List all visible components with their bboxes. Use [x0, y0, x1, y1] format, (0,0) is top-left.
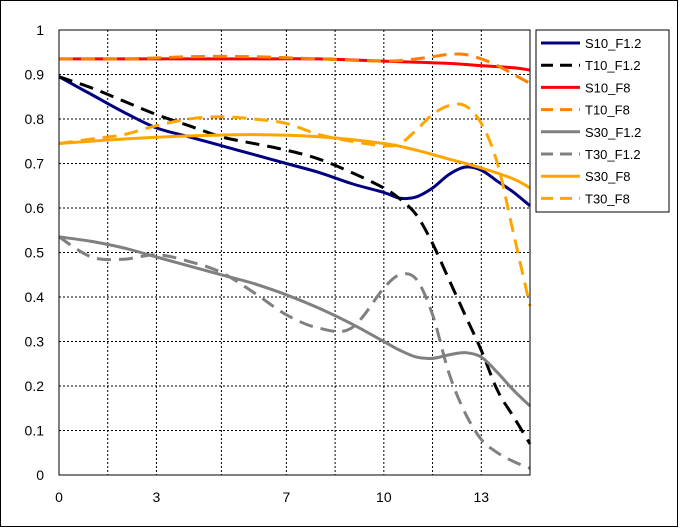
series-line-t30-f1-2	[58, 235, 531, 470]
y-axis-tick-labels: 0 0.1 0.2 0.3 0.4 0.5 0.6 0.7 0.8 0.9 1	[25, 22, 45, 483]
series-lines	[58, 52, 532, 470]
legend-label-s10-f1-2: S10_F1.2	[585, 36, 641, 51]
x-tick-label: 10	[376, 489, 392, 505]
y-tick-label: 0.1	[25, 423, 45, 439]
legend-label-t30-f1-2: T30_F1.2	[585, 147, 641, 162]
x-tick-label: 7	[282, 489, 290, 505]
y-tick-label: 0.4	[25, 289, 45, 305]
y-tick-label: 0.3	[25, 334, 45, 350]
grid-lines	[59, 30, 530, 475]
legend-label-s10-f8: S10_F8	[585, 80, 631, 95]
series-line-s30-f8	[58, 133, 531, 190]
y-tick-label: 0.8	[25, 111, 45, 127]
series-line-t30-f8	[58, 102, 532, 307]
y-tick-label: 0.7	[25, 156, 45, 172]
y-tick-label: 1	[36, 22, 44, 38]
x-tick-label: 3	[153, 489, 161, 505]
y-tick-label: 0.2	[25, 378, 45, 394]
x-tick-label: 0	[55, 489, 63, 505]
series-line-s30-f1-2	[58, 235, 532, 408]
y-tick-label: 0.9	[25, 67, 45, 83]
y-tick-label: 0	[36, 467, 44, 483]
legend-label-s30-f1-2: S30_F1.2	[585, 125, 641, 140]
series-line-s10-f1-2	[58, 75, 531, 207]
y-tick-label: 0.6	[25, 200, 45, 216]
legend-label-s30-f8: S30_F8	[585, 169, 631, 184]
y-tick-label: 0.5	[25, 245, 45, 261]
legend-label-t10-f1-2: T10_F1.2	[585, 58, 641, 73]
legend-label-t10-f8: T10_F8	[585, 103, 630, 118]
series-line-t10-f1-2	[58, 75, 532, 445]
legend-label-t30-f8: T30_F8	[585, 191, 630, 206]
legend: S10_F1.2 T10_F1.2 S10_F8 T10_F8 S30_F1.2 T30_…	[535, 29, 670, 213]
x-axis-tick-labels: 0 3 7 10 13	[55, 489, 489, 505]
legend-box	[535, 29, 670, 213]
series-line-t10-f8	[58, 52, 531, 85]
x-tick-label: 13	[473, 489, 489, 505]
plot-area-border	[58, 29, 531, 476]
